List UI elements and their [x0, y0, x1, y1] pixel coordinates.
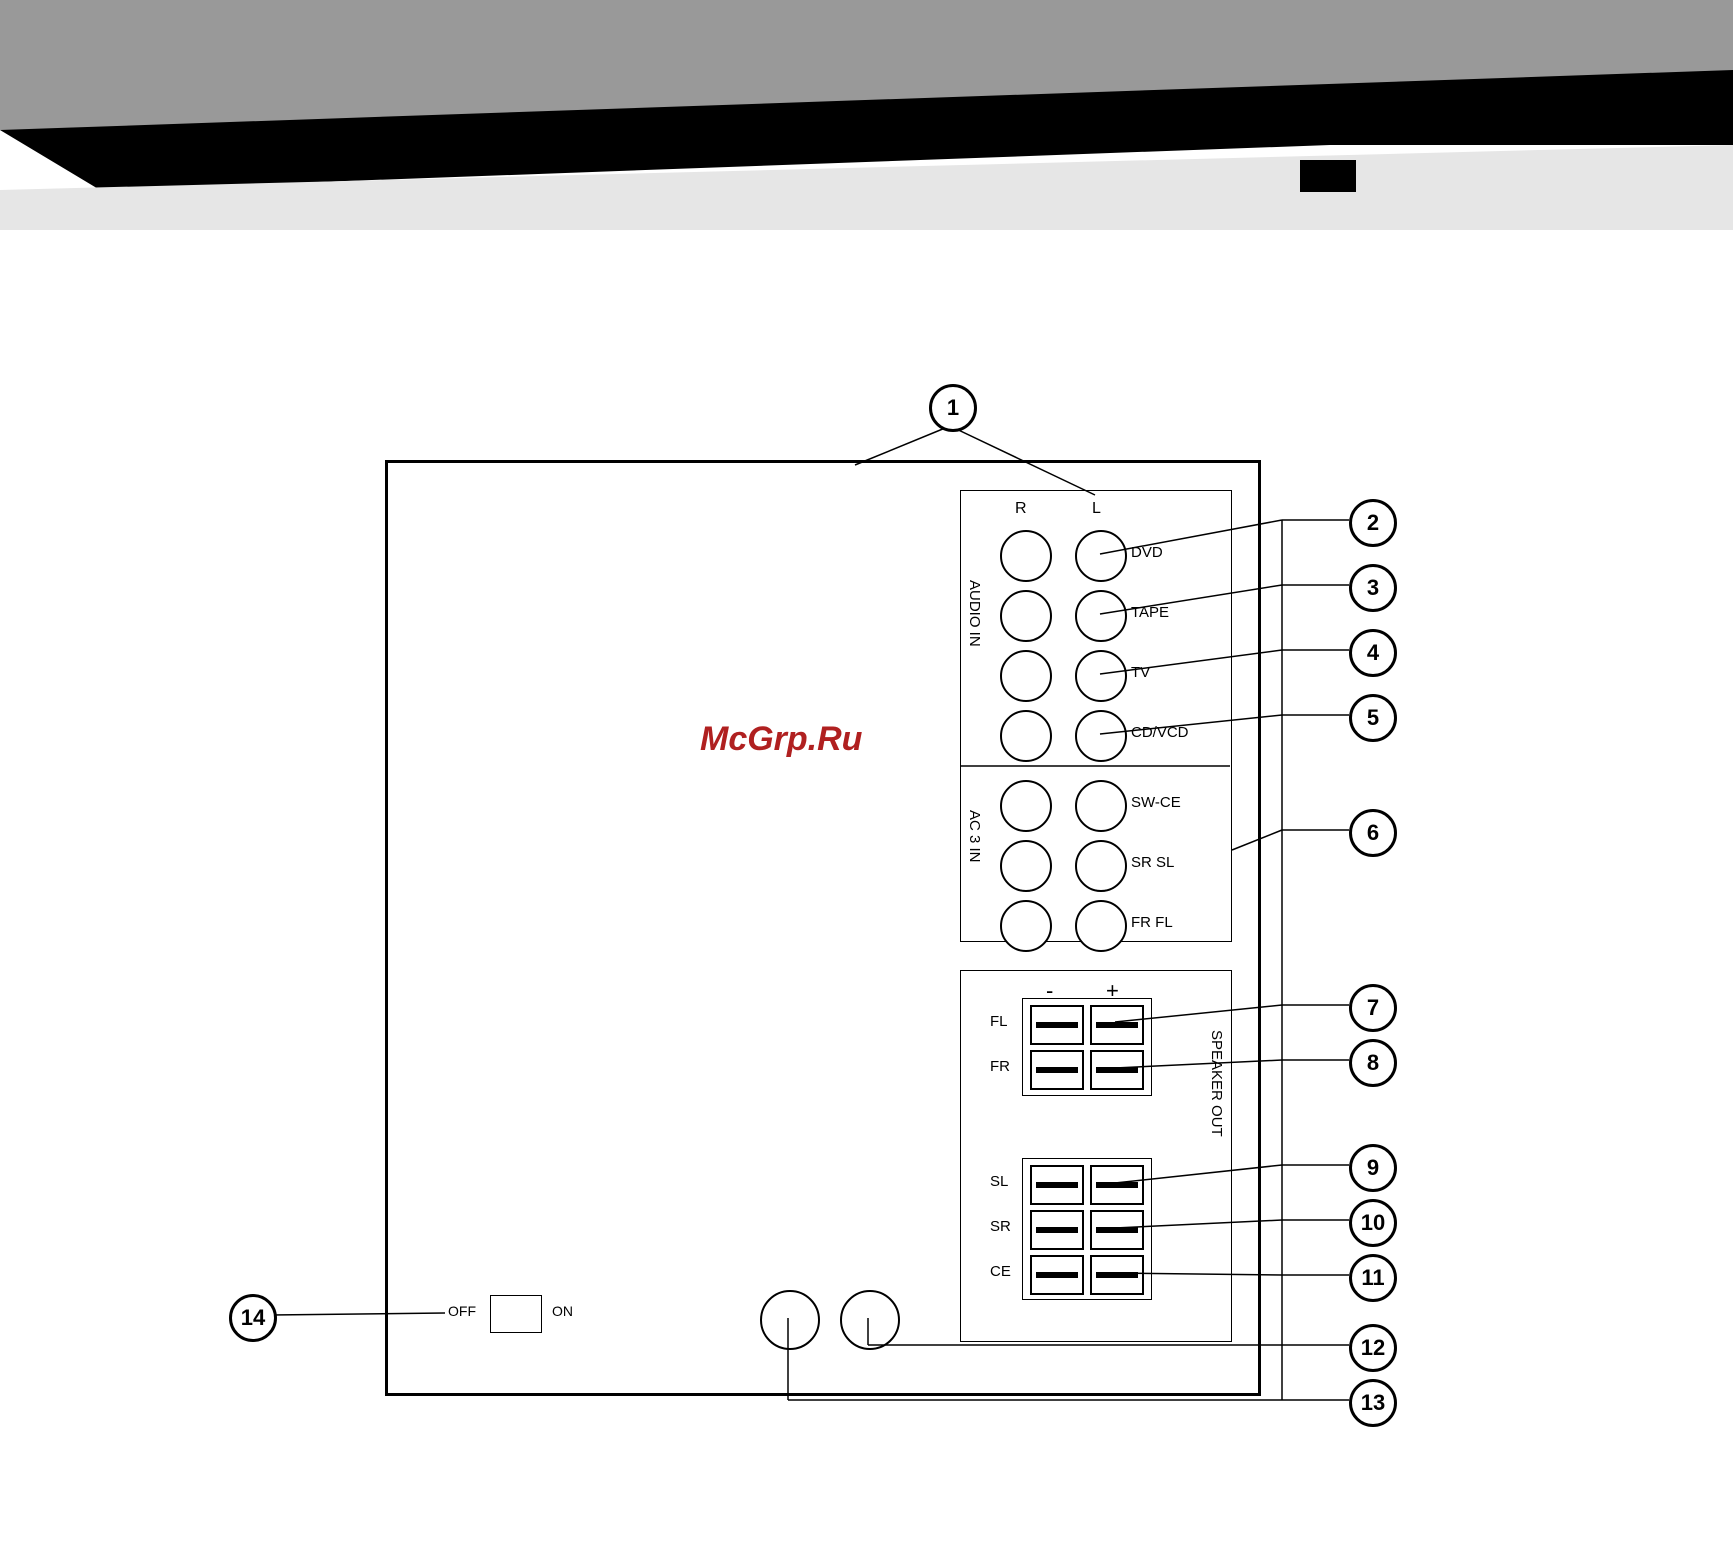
callout-6: 6 — [1349, 809, 1397, 857]
terminal-fl-neg[interactable] — [1030, 1005, 1084, 1045]
terminal-ce-neg[interactable] — [1030, 1255, 1084, 1295]
terminal-fl-pos[interactable] — [1090, 1005, 1144, 1045]
jack-label-tape-l: TAPE — [1131, 604, 1169, 621]
terminal-row-label-sl: SL — [990, 1173, 1008, 1190]
callout-12: 12 — [1349, 1324, 1397, 1372]
terminal-sr-pos[interactable] — [1090, 1210, 1144, 1250]
rca-jack-tape-r[interactable] — [1000, 590, 1052, 642]
callout-2: 2 — [1349, 499, 1397, 547]
rca-jack-dvd-r[interactable] — [1000, 530, 1052, 582]
rca-jack-swce-a[interactable] — [1000, 780, 1052, 832]
rca-jack-cd-r[interactable] — [1000, 710, 1052, 762]
jack-label-swce-b: SW-CE — [1131, 794, 1181, 811]
terminal-sl-pos[interactable] — [1090, 1165, 1144, 1205]
terminal-fr-neg[interactable] — [1030, 1050, 1084, 1090]
fuse-jack-fuse-b[interactable] — [840, 1290, 900, 1350]
rca-jack-dvd-l[interactable] — [1075, 530, 1127, 582]
rca-jack-srsl-b[interactable] — [1075, 840, 1127, 892]
callout-11: 11 — [1349, 1254, 1397, 1302]
callout-3: 3 — [1349, 564, 1397, 612]
watermark: McGrp.Ru — [700, 720, 862, 759]
rca-jack-frfl-b[interactable] — [1075, 900, 1127, 952]
callout-9: 9 — [1349, 1144, 1397, 1192]
audio-header-l: L — [1092, 500, 1101, 518]
callout-13: 13 — [1349, 1379, 1397, 1427]
rca-jack-srsl-a[interactable] — [1000, 840, 1052, 892]
rca-jack-tape-l[interactable] — [1075, 590, 1127, 642]
terminal-sr-neg[interactable] — [1030, 1210, 1084, 1250]
jack-label-cd-l: CD/VCD — [1131, 724, 1189, 741]
jack-label-dvd-l: DVD — [1131, 544, 1163, 561]
callout-5: 5 — [1349, 694, 1397, 742]
speaker-out-label: SPEAKER OUT — [1208, 1030, 1225, 1137]
callout-4: 4 — [1349, 629, 1397, 677]
callout-8: 8 — [1349, 1039, 1397, 1087]
jack-label-frfl-b: FR FL — [1131, 914, 1173, 931]
rca-jack-frfl-a[interactable] — [1000, 900, 1052, 952]
rca-jack-cd-l[interactable] — [1075, 710, 1127, 762]
terminal-row-label-fl: FL — [990, 1013, 1008, 1030]
callout-7: 7 — [1349, 984, 1397, 1032]
terminal-row-label-sr: SR — [990, 1218, 1011, 1235]
fuse-jack-fuse-a[interactable] — [760, 1290, 820, 1350]
switch-label-off: OFF — [448, 1303, 476, 1319]
stage: R L AUDIO IN AC 3 IN DVD TAPE TV CD/VCD SW-C… — [0, 0, 1733, 1560]
callout-1: 1 — [929, 384, 977, 432]
terminal-ce-pos[interactable] — [1090, 1255, 1144, 1295]
rca-jack-swce-b[interactable] — [1075, 780, 1127, 832]
terminal-row-label-fr: FR — [990, 1058, 1010, 1075]
terminal-fr-pos[interactable] — [1090, 1050, 1144, 1090]
jack-label-tv-l: TV — [1131, 664, 1150, 681]
power-switch[interactable] — [490, 1295, 542, 1333]
rca-jack-tv-r[interactable] — [1000, 650, 1052, 702]
callout-10: 10 — [1349, 1199, 1397, 1247]
ac3-in-label: AC 3 IN — [966, 810, 983, 863]
audio-in-label: AUDIO IN — [966, 580, 983, 647]
jack-label-srsl-b: SR SL — [1131, 854, 1174, 871]
audio-header-r: R — [1015, 500, 1027, 518]
header-shapes — [0, 0, 1733, 260]
callout-14: 14 — [229, 1294, 277, 1342]
terminal-row-label-ce: CE — [990, 1263, 1011, 1280]
terminal-sl-neg[interactable] — [1030, 1165, 1084, 1205]
rca-jack-tv-l[interactable] — [1075, 650, 1127, 702]
switch-label-on: ON — [552, 1303, 573, 1319]
